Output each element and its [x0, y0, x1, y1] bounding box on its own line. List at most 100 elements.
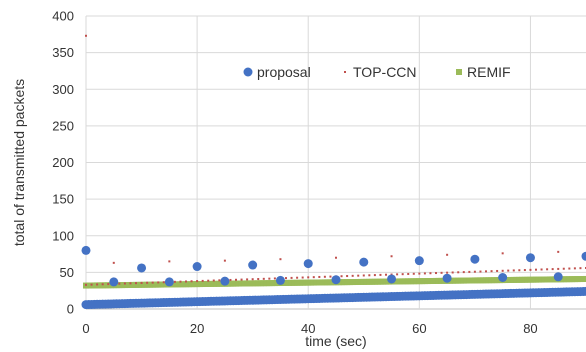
y-tick-label: 150: [52, 192, 74, 207]
data-point-top-ccn: [385, 273, 387, 276]
legend-label: TOP-CCN: [353, 64, 417, 80]
x-tick-label: 80: [523, 321, 537, 336]
data-point-top-ccn: [485, 270, 487, 273]
data-point-top-ccn: [135, 282, 137, 285]
data-point-top-ccn: [507, 269, 510, 272]
data-point-top-ccn: [496, 269, 499, 272]
data-point-top-ccn: [368, 274, 371, 277]
data-point-top-ccn: [179, 280, 182, 283]
data-point-top-ccn: [151, 281, 154, 284]
data-point-top-ccn: [123, 282, 126, 285]
data-point-top-ccn: [440, 271, 443, 274]
y-tick-label: 0: [67, 302, 74, 317]
y-tick-label: 400: [52, 9, 74, 24]
data-point-top-ccn: [579, 267, 582, 270]
data-point-top-ccn: [362, 274, 365, 277]
data-point-top-ccn: [301, 276, 304, 279]
data-point-top-ccn: [351, 274, 354, 277]
data-point-top-ccn: [296, 276, 299, 279]
data-point-proposal: [109, 277, 119, 287]
data-point-top-ccn: [473, 270, 476, 273]
legend-item-remif: REMIF: [456, 64, 511, 80]
data-point-top-ccn: [523, 269, 526, 272]
data-point-top-ccn: [529, 268, 532, 271]
y-tick-label: 350: [52, 45, 74, 60]
data-point-proposal: [581, 251, 586, 261]
data-point-proposal: [470, 254, 480, 264]
data-point-proposal: [442, 273, 452, 283]
data-point-top-ccn: [423, 272, 426, 275]
y-tick-label: 100: [52, 228, 74, 243]
data-point-top-ccn: [118, 282, 121, 285]
data-point-top-ccn: [501, 269, 504, 272]
data-point-top-ccn: [273, 277, 276, 280]
data-point-top-ccn: [551, 268, 554, 271]
legend-label: REMIF: [467, 64, 511, 80]
data-point-top-ccn: [246, 278, 249, 281]
data-point-top-ccn: [168, 260, 171, 263]
data-point-proposal: [137, 263, 147, 273]
y-tick-label: 200: [52, 155, 74, 170]
data-point-top-ccn: [207, 279, 210, 282]
data-point-top-ccn: [173, 280, 176, 283]
data-point-top-ccn: [107, 283, 110, 286]
tick-labels: 0 50 100 150 200 250 300 350 400 0 20 40 60 80: [52, 9, 537, 337]
data-point-top-ccn: [257, 278, 260, 281]
data-point-top-ccn: [185, 280, 187, 283]
data-point-top-ccn: [401, 273, 404, 276]
data-point-top-ccn: [418, 272, 421, 275]
data-point-top-ccn: [312, 276, 315, 279]
data-point-top-ccn: [240, 278, 243, 281]
data-point-top-ccn: [129, 282, 132, 285]
data-point-proposal: [525, 253, 535, 263]
data-point-top-ccn: [346, 275, 349, 278]
data-point-top-ccn: [357, 274, 360, 277]
data-point-top-ccn: [229, 278, 232, 281]
legend-item-top-ccn: TOP-CCN: [344, 64, 417, 80]
data-point-top-ccn: [535, 268, 537, 271]
data-point-top-ccn: [285, 277, 287, 280]
data-point-top-ccn: [329, 275, 332, 278]
data-point-top-ccn: [318, 275, 321, 278]
data-point-top-ccn: [573, 267, 576, 270]
x-tick-label: 60: [412, 321, 426, 336]
data-point-remif: [583, 275, 586, 282]
data-point-top-ccn: [562, 267, 565, 270]
data-point-top-ccn: [140, 281, 143, 284]
data-point-top-ccn: [262, 277, 265, 280]
data-point-top-ccn: [568, 267, 571, 270]
data-point-top-ccn: [457, 271, 460, 274]
data-point-top-ccn: [196, 280, 199, 283]
legend-label: proposal: [257, 64, 311, 80]
data-point-proposal: [414, 256, 424, 266]
data-point-top-ccn: [518, 269, 521, 272]
data-point-top-ccn: [335, 256, 337, 259]
y-axis-title: total of transmitted packets: [11, 79, 27, 246]
legend-marker: [456, 69, 462, 75]
data-point-top-ccn: [85, 283, 87, 286]
data-point-proposal: [275, 275, 285, 285]
data-point-top-ccn: [540, 268, 543, 271]
data-point-top-ccn: [96, 283, 99, 286]
gridlines: [85, 15, 586, 310]
legend-marker: [243, 67, 253, 77]
data-point-top-ccn: [307, 276, 310, 279]
data-point-top-ccn: [340, 275, 343, 278]
data-point-top-ccn: [379, 273, 382, 276]
data-point-proposal: [164, 277, 174, 287]
x-tick-label: 0: [82, 321, 89, 336]
data-point-top-ccn: [112, 261, 115, 264]
data-point-top-ccn: [201, 279, 204, 282]
x-tick-label: 40: [301, 321, 315, 336]
data-point-top-ccn: [451, 271, 454, 274]
data-point-proposal: [220, 276, 230, 286]
data-point-top-ccn: [251, 278, 254, 281]
data-point-top-ccn: [429, 272, 432, 275]
legend: proposal TOP-CCN REMIF: [243, 64, 511, 80]
data-point-top-ccn: [157, 281, 160, 284]
data-point-top-ccn: [490, 270, 493, 273]
series-proposal: [81, 245, 586, 310]
x-tick-label: 20: [190, 321, 204, 336]
data-point-top-ccn: [479, 270, 482, 273]
